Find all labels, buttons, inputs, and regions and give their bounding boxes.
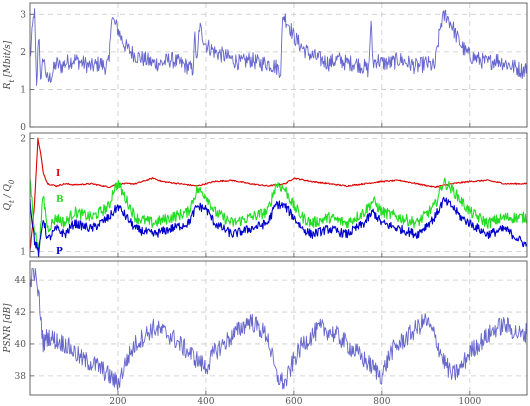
y-tick-label: 42 xyxy=(15,308,26,318)
x-tick-label: 400 xyxy=(197,397,214,406)
y-tick-label: 38 xyxy=(15,372,27,382)
series-line xyxy=(30,267,527,391)
plot-frame xyxy=(29,2,528,128)
series-label-i: I xyxy=(56,169,60,179)
y-axis-label: PSNR [dB] xyxy=(3,303,13,354)
series-label-b: B xyxy=(56,195,64,205)
series-label-p: P xyxy=(56,247,63,257)
y-tick-label: 1 xyxy=(20,85,26,95)
y-tick-label: 1 xyxy=(20,247,26,257)
series-line xyxy=(30,8,527,86)
y-tick-label: 3 xyxy=(20,10,26,20)
series-line-p xyxy=(30,196,527,257)
x-tick-label: 1000 xyxy=(458,397,481,406)
y-axis-label: Qt / Q0 xyxy=(3,179,16,210)
y-tick-label: 44 xyxy=(15,276,27,286)
plot-background xyxy=(30,261,527,395)
x-tick-label: 600 xyxy=(285,397,302,406)
plot-background xyxy=(30,3,527,127)
series-line-b xyxy=(30,177,527,253)
y-tick-label: 2 xyxy=(20,48,26,58)
plot-frame xyxy=(29,132,528,258)
y-axis-label: Rt [Mbit/s] xyxy=(3,40,16,90)
psnr-panel: 38 40 42 44 200 400 600 800 1000 PSNR [dB] xyxy=(3,260,528,406)
rate-panel: 0 1 2 3 Rt [Mbit/s] xyxy=(3,2,528,133)
y-tick-label: 40 xyxy=(15,340,27,350)
y-tick-label: 2 xyxy=(20,135,26,145)
x-tick-label: 800 xyxy=(373,397,390,406)
quantization-panel: I B P 1 2 Qt / Q0 xyxy=(3,132,528,258)
plot-background xyxy=(30,133,527,257)
y-tick-label: 0 xyxy=(20,123,26,133)
plot-frame xyxy=(29,260,528,396)
x-tick-label: 200 xyxy=(109,397,126,406)
